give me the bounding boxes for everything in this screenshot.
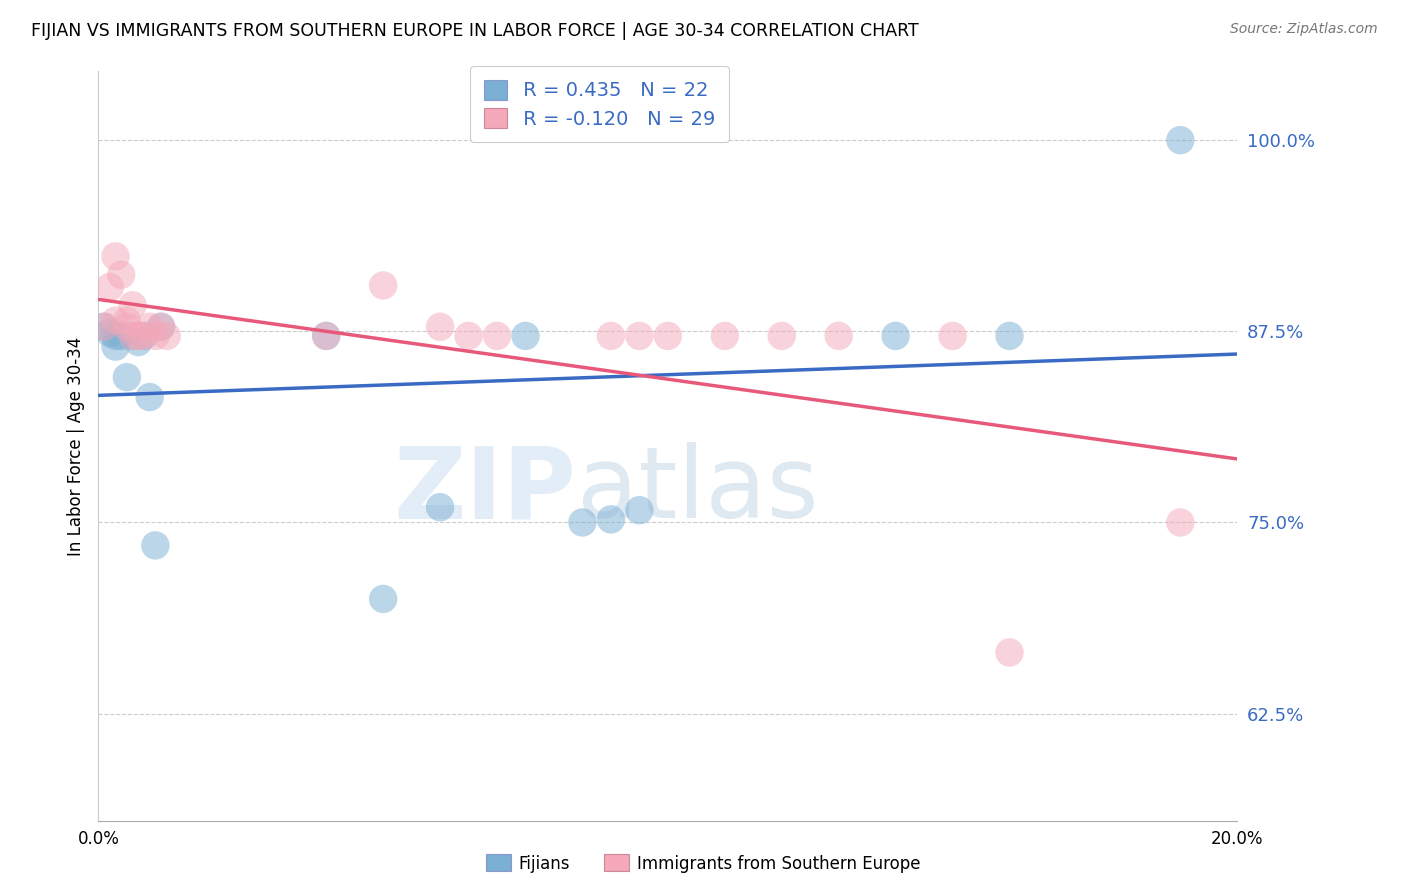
Point [942,329,965,343]
Point [770,329,793,343]
Text: atlas: atlas [576,442,818,540]
Point [515,329,537,343]
Point [457,329,479,343]
Point [429,319,451,334]
Point [115,370,138,384]
Point [1170,133,1192,147]
Point [127,329,149,343]
Point [884,329,907,343]
Point [127,334,149,349]
Point [150,319,173,334]
Point [1170,516,1192,530]
Point [600,329,623,343]
Point [121,298,143,312]
Point [132,329,155,343]
Point [93,319,115,334]
Point [628,329,651,343]
Legend:  R = 0.435   N = 22,  R = -0.120   N = 29: R = 0.435 N = 22, R = -0.120 N = 29 [470,66,728,142]
Point [714,329,737,343]
Point [121,329,143,343]
Point [315,329,337,343]
Point [104,249,127,263]
Point [104,313,127,327]
Point [657,329,679,343]
Point [132,329,155,343]
Point [828,329,851,343]
Point [98,280,121,294]
Point [571,516,593,530]
Point [115,319,138,334]
Text: Source: ZipAtlas.com: Source: ZipAtlas.com [1230,22,1378,37]
Point [150,319,173,334]
Point [138,319,160,334]
Point [93,319,115,334]
Point [104,329,127,343]
Point [315,329,337,343]
Point [998,329,1021,343]
Point [110,329,132,343]
Point [110,268,132,282]
Point [429,500,451,515]
Point [115,313,138,327]
Point [104,340,127,354]
Point [373,278,395,293]
Point [138,390,160,404]
Point [156,329,179,343]
Text: ZIP: ZIP [394,442,576,540]
Point [145,538,167,552]
Point [600,512,623,526]
Point [121,329,143,343]
Point [373,591,395,606]
Point [98,326,121,340]
Point [486,329,509,343]
Legend: Fijians, Immigrants from Southern Europe: Fijians, Immigrants from Southern Europe [479,847,927,880]
Point [998,645,1021,659]
Text: FIJIAN VS IMMIGRANTS FROM SOUTHERN EUROPE IN LABOR FORCE | AGE 30-34 CORRELATION: FIJIAN VS IMMIGRANTS FROM SOUTHERN EUROP… [31,22,918,40]
Point [628,503,651,517]
Y-axis label: In Labor Force | Age 30-34: In Labor Force | Age 30-34 [66,336,84,556]
Point [145,329,167,343]
